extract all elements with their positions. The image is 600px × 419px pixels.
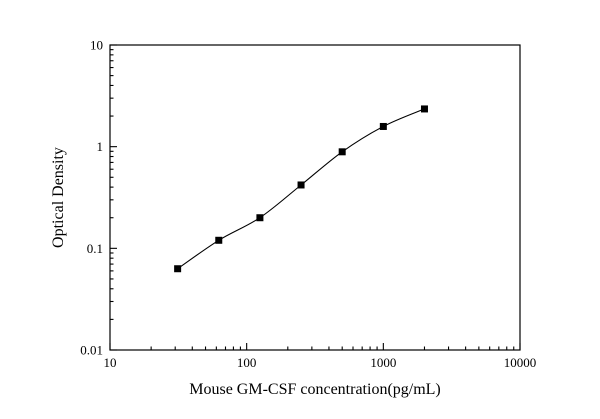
series-line bbox=[177, 108, 425, 270]
y-tick-label: 0.01 bbox=[80, 343, 103, 358]
x-axis-label: Mouse GM-CSF concentration(pg/mL) bbox=[189, 381, 441, 398]
x-tick-label: 10000 bbox=[504, 355, 537, 370]
axis-tick-labels: 10 100 1000 10000 0.01 0.1 1 10 bbox=[80, 38, 536, 371]
data-point-marker bbox=[215, 236, 223, 244]
x-tick-label: 100 bbox=[237, 355, 257, 370]
data-point-marker bbox=[256, 214, 264, 222]
y-tick-label: 0.1 bbox=[87, 241, 103, 256]
axis-ticks bbox=[109, 44, 521, 351]
data-point-marker bbox=[379, 122, 387, 130]
y-axis-label: Optical Density bbox=[50, 147, 67, 248]
y-tick-label: 10 bbox=[90, 38, 103, 53]
plot-frame bbox=[109, 44, 521, 351]
x-tick-label: 1000 bbox=[370, 355, 396, 370]
data-point-marker bbox=[174, 265, 182, 273]
data-point-marker bbox=[338, 148, 346, 156]
x-tick-label: 10 bbox=[104, 355, 117, 370]
data-series bbox=[174, 105, 428, 273]
data-point-marker bbox=[297, 181, 305, 189]
data-point-marker bbox=[420, 105, 428, 113]
y-tick-label: 1 bbox=[97, 139, 104, 154]
